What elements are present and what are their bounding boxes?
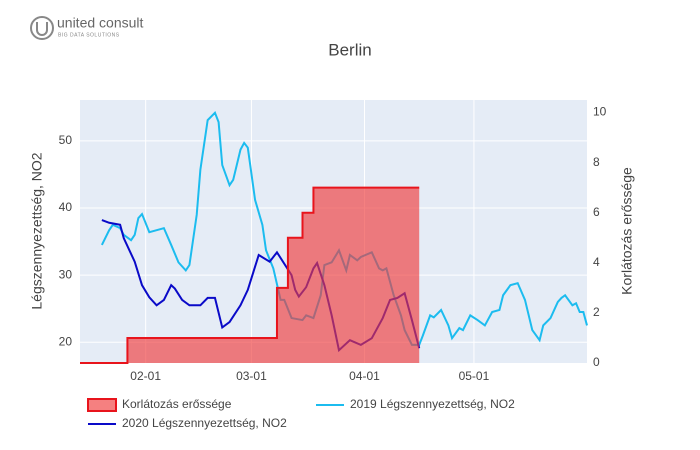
y2-tick-label: 6 xyxy=(593,205,600,219)
x-tick-label: 02-01 xyxy=(130,369,161,383)
y2-tick-label: 2 xyxy=(593,305,600,319)
logo-glyph xyxy=(36,22,48,36)
chart-title: Berlin xyxy=(328,40,371,59)
y-tick-label: 30 xyxy=(59,267,73,281)
y2-tick-label: 8 xyxy=(593,155,600,169)
y2-axis-title: Korlátozás erőssége xyxy=(619,167,635,295)
y2-tick-label: 0 xyxy=(593,355,600,369)
x-tick-label: 03-01 xyxy=(236,369,267,383)
logo-icon xyxy=(30,16,54,40)
logo-name: united consult xyxy=(57,15,144,31)
legend-label: Korlátozás erőssége xyxy=(122,397,232,411)
logo-tagline: BIG DATA SOLUTIONS xyxy=(58,32,120,38)
area xyxy=(80,187,420,363)
legend-label: 2020 Légszennyezettség, NO2 xyxy=(122,416,287,430)
y-tick-label: 50 xyxy=(59,133,73,147)
legend-swatch xyxy=(87,398,117,412)
y-axis-title: Légszennyezettség, NO2 xyxy=(29,152,45,309)
logo: united consult BIG DATA SOLUTIONS xyxy=(30,15,144,40)
y-tick-label: 20 xyxy=(59,334,73,348)
x-tick-label: 05-01 xyxy=(459,369,490,383)
line xyxy=(80,186,420,364)
x-tick-label: 04-01 xyxy=(349,369,380,383)
y2-tick-label: 4 xyxy=(593,255,600,269)
legend-label: 2019 Légszennyezettség, NO2 xyxy=(350,397,515,411)
y2-tick-label: 10 xyxy=(593,105,607,119)
y-tick-label: 40 xyxy=(59,200,73,214)
